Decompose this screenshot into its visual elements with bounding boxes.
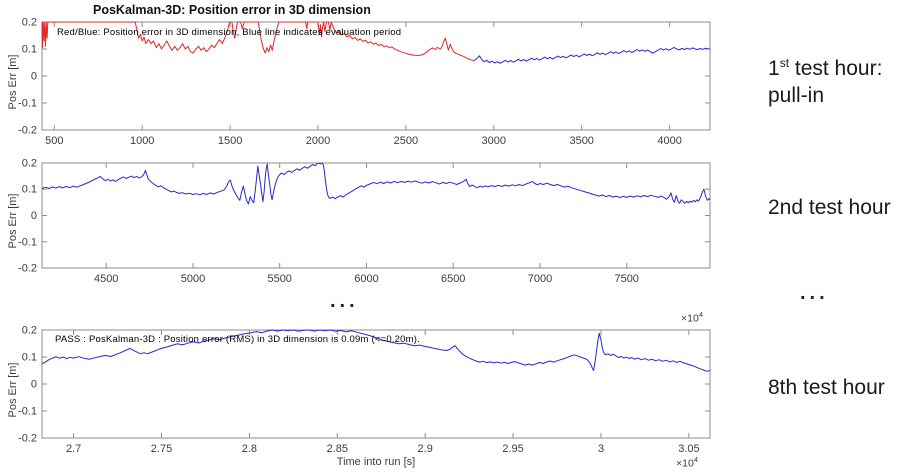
x-tick-label: 2.95 (502, 443, 523, 455)
y-tick-label: -0.1 (18, 98, 37, 110)
x-tick-label: 7000 (528, 273, 552, 285)
omitted-hours-ellipsis-plot: ... (330, 290, 359, 312)
y-tick-label: 0.2 (22, 325, 37, 337)
subplot-1-pullin: 500 1000 1500 2000 2500 3000 3500 4000 0.2 0.1 0 -0… (18, 17, 711, 147)
y-axis-label-plot3: Pos Err [m] (7, 362, 19, 418)
y-tick-label: -0.2 (18, 263, 37, 275)
subplot-3-hour8: 2.7 2.75 2.8 2.85 2.9 2.95 3 3.05 0.2 0.1 0 -0.1 -0.… (18, 325, 711, 455)
y-tick-label: 0.2 (22, 17, 37, 29)
x-scale-exponent-top: ×104 (681, 310, 703, 325)
x-tick-label: 2.8 (242, 443, 257, 455)
y-tick-label: 0.1 (22, 44, 37, 56)
x-tick-label: 4000 (657, 135, 681, 147)
x-tick-label: 500 (45, 135, 63, 147)
x-tick-label: 5000 (181, 273, 205, 285)
exponent-base: ×10 (676, 457, 694, 470)
x-tick-label: 3000 (482, 135, 506, 147)
y-tick-label: -0.1 (18, 236, 37, 248)
x-tick-label: 3.05 (678, 443, 699, 455)
pos-err-pullin-line (41, 21, 475, 62)
x-tick-label: 2500 (394, 135, 418, 147)
x-axis-label: Time into run [s] (336, 456, 416, 468)
side-label-hour2: 2nd test hour (768, 196, 891, 219)
y-axis-label-plot2: Pos Err [m] (7, 193, 19, 249)
exponent-power: 4 (693, 455, 698, 464)
annotation-pass-result: PASS : PosKalman-3D : Position error (RM… (55, 334, 420, 345)
x-tick-label: 1000 (130, 135, 154, 147)
hour1-ordinal: st (779, 56, 790, 70)
figure-title: PosKalman-3D: Position error in 3D dimen… (93, 3, 371, 17)
subplot-2-hour2: 4500 5000 5500 6000 6500 7000 7500 0.2 0.1 0 -0.1 -… (18, 158, 711, 285)
pos-err-evaluation-line (474, 46, 711, 64)
exponent-power: 4 (698, 310, 703, 319)
plot-frame (41, 329, 711, 439)
x-tick-label: 5500 (267, 273, 291, 285)
annotation-red-blue-legend: Red/Blue: Position error in 3D dimension… (57, 27, 402, 38)
side-label-hour8: 8th test hour (768, 376, 885, 399)
plot-frame (41, 162, 711, 269)
x-tick-label: 4500 (94, 273, 118, 285)
omitted-hours-ellipsis-label: ... (800, 282, 829, 304)
y-tick-label: -0.1 (18, 406, 37, 418)
pos-err-hour8-line (41, 329, 711, 372)
x-tick-label: 6000 (354, 273, 378, 285)
x-tick-label: 2.75 (151, 443, 172, 455)
x-tick-label: 2.7 (66, 443, 81, 455)
x-tick-label: 7500 (614, 273, 638, 285)
x-tick-label: 3500 (569, 135, 593, 147)
hour1-subtext: pull-in (768, 84, 825, 107)
y-tick-label: 0.1 (22, 352, 37, 364)
y-axis-label-plot1: Pos Err [m] (7, 54, 19, 110)
x-tick-label: 2.85 (327, 443, 348, 455)
hour1-text: test hour: (789, 57, 883, 80)
x-tick-label: 3 (598, 443, 604, 455)
pos-err-hour2-line (41, 162, 711, 205)
x-tick-label: 2.9 (418, 443, 433, 455)
exponent-base: ×10 (681, 312, 699, 325)
x-scale-exponent-bottom: ×104 (676, 455, 698, 470)
y-tick-label: 0 (31, 71, 37, 83)
x-tick-label: 6500 (441, 273, 465, 285)
x-tick-label: 1500 (218, 135, 242, 147)
y-tick-label: -0.2 (18, 125, 37, 137)
y-tick-label: 0 (31, 210, 37, 222)
plot-frame (41, 21, 711, 131)
side-label-hour1: 1st test hour: pull-in (768, 50, 882, 109)
y-tick-label: 0 (31, 379, 37, 391)
x-tick-label: 2000 (306, 135, 330, 147)
y-tick-label: -0.2 (18, 433, 37, 445)
hour1-number: 1 (768, 57, 780, 80)
y-tick-label: 0.2 (22, 158, 37, 170)
y-tick-label: 0.1 (22, 184, 37, 196)
